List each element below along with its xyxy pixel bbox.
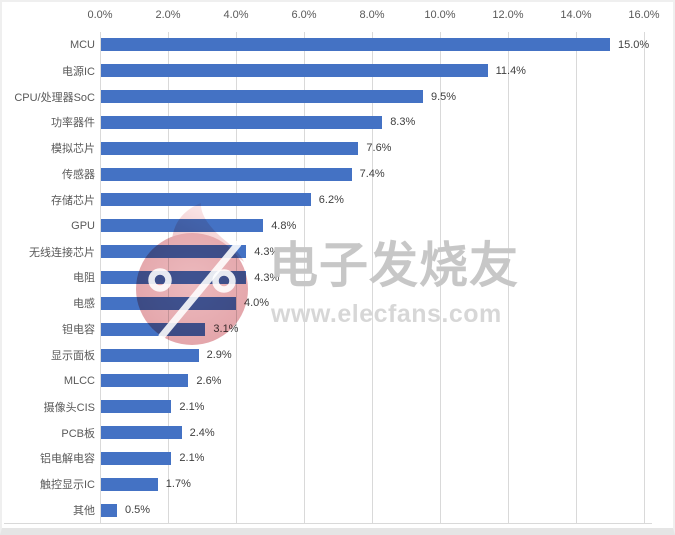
x-axis-tick-label: 6.0%	[291, 9, 317, 21]
bar	[101, 64, 488, 78]
x-axis-tick-label: 14.0%	[560, 9, 592, 21]
bar	[101, 141, 359, 155]
category-label: MCU	[69, 38, 95, 51]
bar	[101, 115, 383, 129]
bar	[101, 374, 189, 388]
category-label: MLCC	[63, 374, 95, 387]
value-label: 2.9%	[206, 349, 232, 362]
gridline	[440, 32, 441, 523]
bar	[101, 400, 172, 414]
value-label: 2.1%	[179, 452, 205, 465]
value-label: 4.3%	[254, 271, 280, 284]
value-label: 7.6%	[366, 142, 392, 155]
value-label: 4.8%	[271, 219, 297, 232]
category-label: 触控显示IC	[40, 479, 95, 492]
category-label: 电源IC	[62, 65, 95, 78]
x-axis-tick-label: 16.0%	[628, 9, 660, 21]
bar	[101, 451, 172, 465]
bar	[101, 348, 199, 362]
category-label: GPU	[71, 219, 95, 232]
category-label: 功率器件	[51, 117, 95, 130]
x-axis-tick-label: 0.0%	[87, 9, 113, 21]
value-label: 6.2%	[318, 193, 344, 206]
category-label: 铝电解电容	[40, 453, 95, 466]
category-label: 存储芯片	[51, 194, 95, 207]
bar	[101, 477, 158, 491]
flame-logo-detail-icon	[148, 240, 242, 340]
category-label: 无线连接芯片	[29, 246, 95, 259]
category-label: 其他	[73, 505, 95, 518]
gridline	[100, 32, 101, 523]
category-label: CPU/处理器SoC	[14, 91, 95, 104]
category-label: 显示面板	[51, 350, 95, 362]
gridline	[576, 32, 577, 523]
x-axis-tick-label: 2.0%	[155, 9, 181, 21]
value-label: 2.6%	[196, 374, 222, 387]
value-label: 1.7%	[165, 478, 191, 491]
gridline	[304, 32, 305, 523]
value-label: 4.0%	[244, 297, 270, 310]
watermark-brand-text: 电子发烧友	[269, 239, 520, 293]
x-axis-tick-label: 4.0%	[223, 9, 249, 21]
value-label: 4.3%	[254, 245, 280, 258]
axis-layer: 0.0% 2.0% 4.0% 6.0% 8.0% 10.0% 12.0% 14.0% 16.0%…	[2, 2, 673, 528]
gridline	[508, 32, 509, 523]
gridline	[644, 32, 645, 523]
bar	[101, 426, 182, 440]
category-label: 电阻	[73, 272, 95, 285]
value-label: 9.5%	[431, 90, 457, 103]
bar	[101, 90, 423, 104]
category-label: 钽电容	[62, 324, 95, 337]
category-label: 传感器	[62, 169, 95, 182]
category-label: 模拟芯片	[51, 143, 95, 156]
bar	[101, 193, 311, 207]
value-label: 0.5%	[125, 504, 151, 517]
bar	[101, 167, 352, 181]
bar	[101, 38, 610, 52]
x-axis-tick-label: 12.0%	[492, 9, 524, 21]
category-label: PCB板	[61, 427, 95, 440]
x-axis-tick-label: 8.0%	[359, 9, 385, 21]
x-axis-tick-label: 10.0%	[424, 9, 456, 21]
bar	[101, 503, 117, 517]
category-label: 摄像头CIS	[43, 401, 95, 414]
axis-baseline	[4, 523, 652, 524]
value-label: 7.4%	[359, 168, 385, 181]
value-label: 2.4%	[189, 426, 215, 439]
category-label: 电感	[73, 298, 95, 311]
gridline	[372, 32, 373, 523]
value-label: 11.4%	[495, 64, 526, 77]
value-label: 8.3%	[390, 116, 416, 129]
watermark-url-text: www.elecfans.com	[271, 300, 502, 328]
value-label: 2.1%	[179, 400, 205, 413]
value-label: 15.0%	[618, 38, 650, 51]
